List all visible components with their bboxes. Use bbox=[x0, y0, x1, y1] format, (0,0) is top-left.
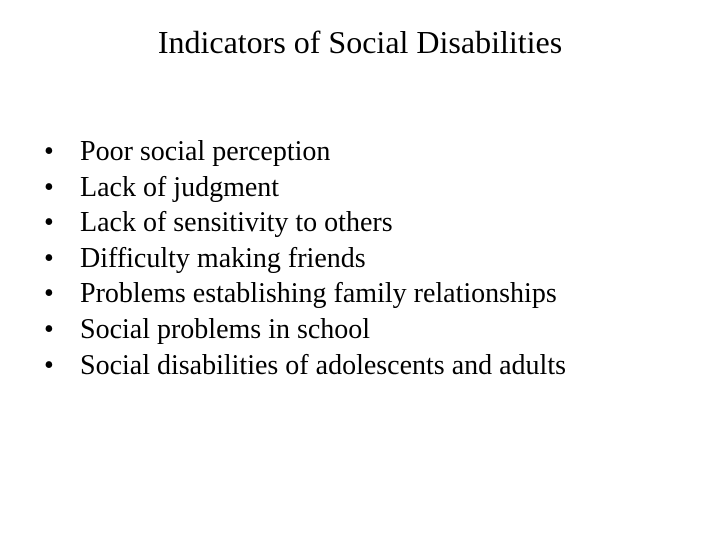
list-item-text: Social problems in school bbox=[80, 313, 690, 347]
bullet-list: • Poor social perception • Lack of judgm… bbox=[44, 135, 690, 384]
list-item: • Social disabilities of adolescents and… bbox=[44, 349, 690, 383]
bullet-icon: • bbox=[44, 242, 80, 276]
list-item: • Lack of sensitivity to others bbox=[44, 206, 690, 240]
bullet-icon: • bbox=[44, 171, 80, 205]
list-item-text: Social disabilities of adolescents and a… bbox=[80, 349, 690, 383]
list-item: • Lack of judgment bbox=[44, 171, 690, 205]
list-item-text: Problems establishing family relationshi… bbox=[80, 277, 690, 311]
list-item: • Poor social perception bbox=[44, 135, 690, 169]
bullet-icon: • bbox=[44, 349, 80, 383]
slide-title: Indicators of Social Disabilities bbox=[0, 24, 720, 61]
list-item: • Difficulty making friends bbox=[44, 242, 690, 276]
bullet-icon: • bbox=[44, 277, 80, 311]
bullet-icon: • bbox=[44, 135, 80, 169]
list-item-text: Lack of judgment bbox=[80, 171, 690, 205]
list-item: • Problems establishing family relations… bbox=[44, 277, 690, 311]
list-item-text: Lack of sensitivity to others bbox=[80, 206, 690, 240]
list-item-text: Poor social perception bbox=[80, 135, 690, 169]
slide: Indicators of Social Disabilities • Poor… bbox=[0, 0, 720, 540]
list-item-text: Difficulty making friends bbox=[80, 242, 690, 276]
list-item: • Social problems in school bbox=[44, 313, 690, 347]
bullet-icon: • bbox=[44, 206, 80, 240]
bullet-icon: • bbox=[44, 313, 80, 347]
